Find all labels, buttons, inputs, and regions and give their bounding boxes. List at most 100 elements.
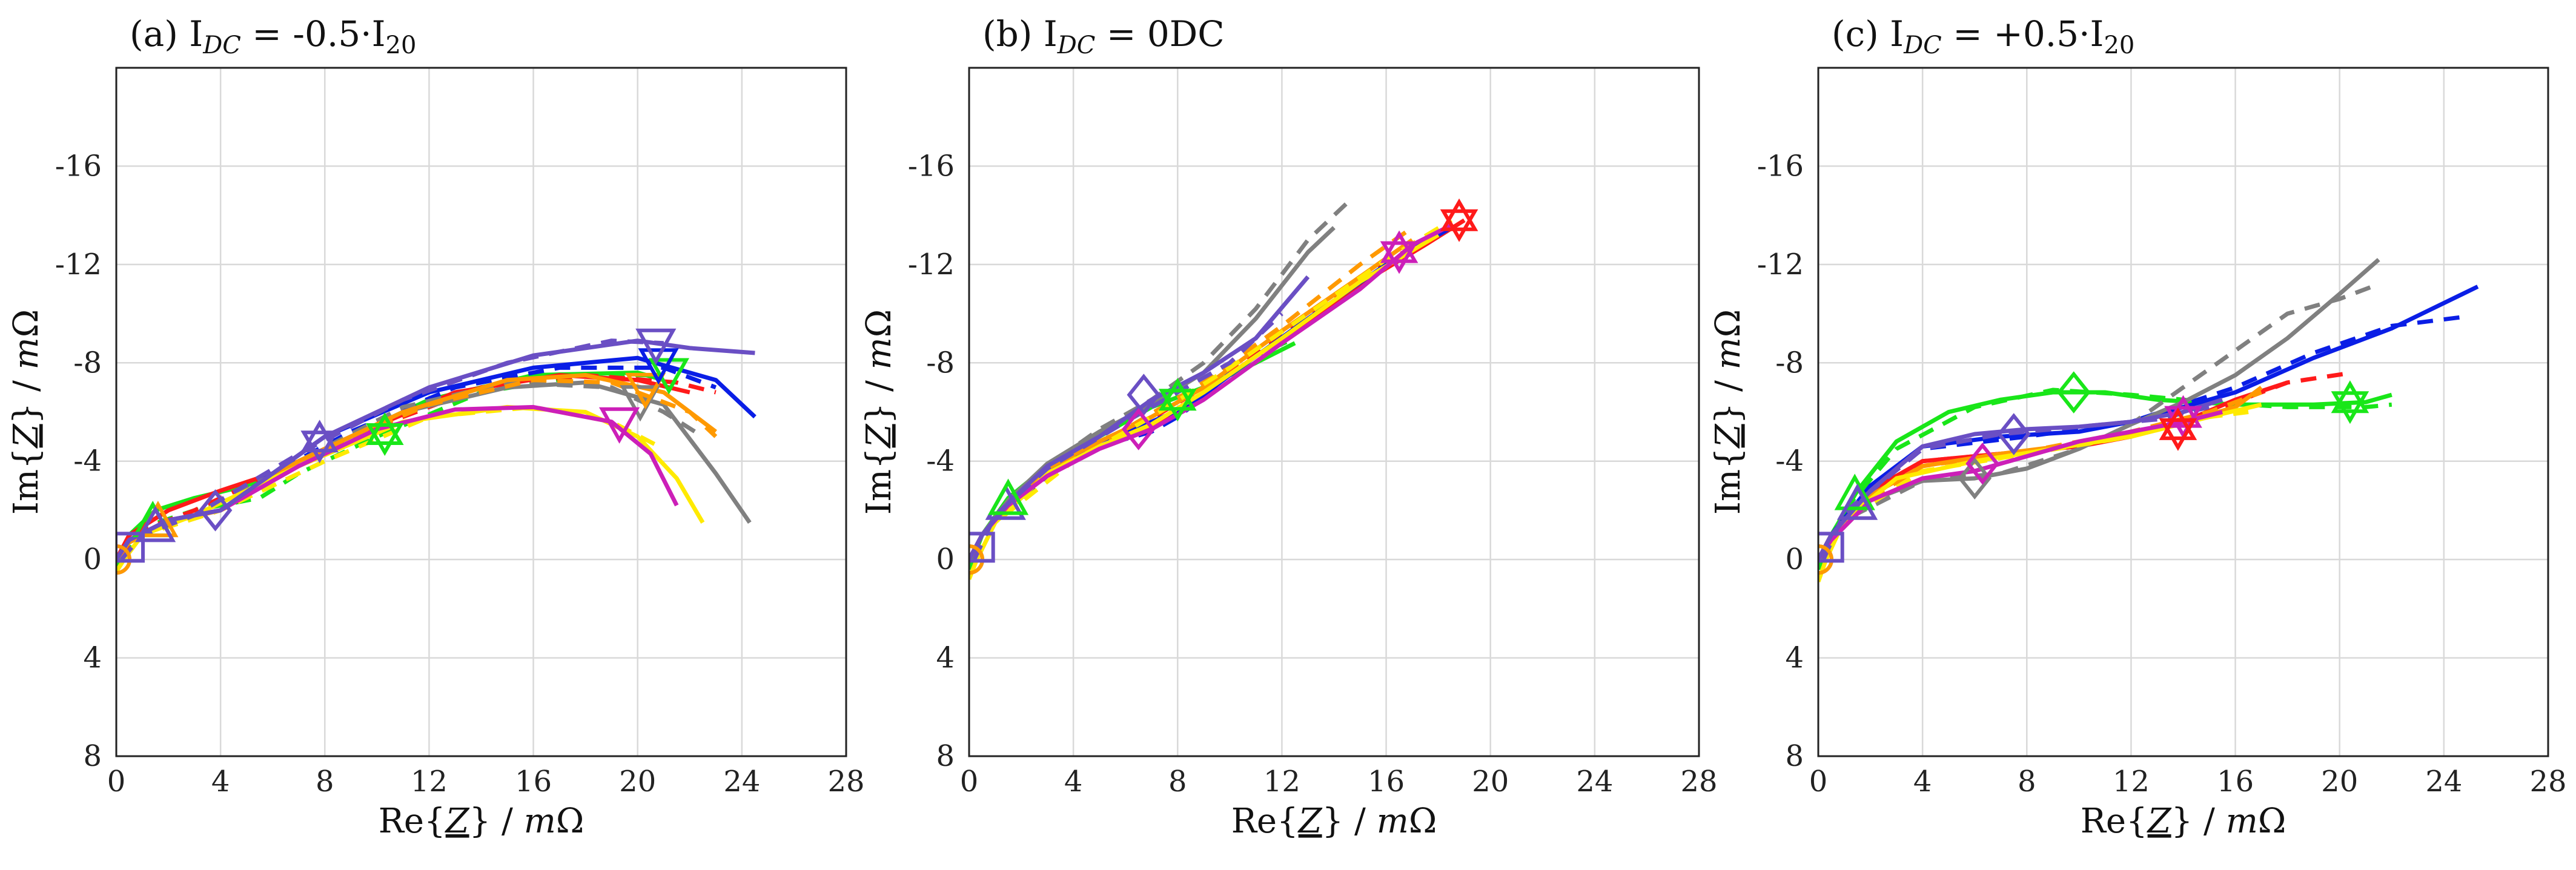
x-tick-label: 20 (619, 765, 656, 799)
y-tick-label: -8 (926, 346, 955, 380)
marker-triangle-up (1834, 473, 1875, 510)
x-tick-label: 4 (1913, 765, 1932, 799)
marker-triangle-up (987, 478, 1029, 515)
series-line-green-dashed (1821, 387, 2392, 561)
marker-diamond (2056, 371, 2091, 414)
series-line-green-solid (116, 371, 664, 573)
series-line-magenta-solid (1818, 410, 2223, 561)
x-tick-label: 0 (107, 765, 126, 799)
marker-square (116, 532, 145, 563)
y-tick-label: -12 (908, 248, 955, 282)
x-tick-label: 16 (1368, 765, 1405, 799)
marker-star (2331, 380, 2369, 424)
marker-diamond (198, 489, 233, 532)
x-axis-label: Re{Z} / mΩ (1231, 802, 1437, 841)
marker-triangle-down (625, 372, 666, 410)
y-tick-label: -4 (73, 444, 102, 478)
plot-frame (968, 67, 1700, 757)
x-tick-label: 0 (960, 765, 979, 799)
y-tick-label: -4 (1775, 444, 1804, 478)
y-tick-label: -16 (908, 149, 955, 183)
y-axis-label: Im{Z} / mΩ (859, 309, 899, 515)
x-tick-label: 20 (1472, 765, 1509, 799)
series-group (1818, 258, 2479, 582)
y-tick-label: 4 (83, 641, 102, 675)
series-line-gray-solid (116, 380, 752, 561)
y-tick-label: -16 (55, 149, 102, 183)
y-tick-label: 0 (936, 542, 955, 576)
series-line-blue-solid (1818, 285, 2479, 561)
x-tick-label: 16 (515, 765, 552, 799)
x-tick-label: 28 (1680, 765, 1717, 799)
x-tick-label: 24 (1576, 765, 1613, 799)
series-line-gray-dashed (1821, 282, 2380, 561)
panel-title: (a) IDC = -0.5·I20 (130, 13, 416, 59)
grid (969, 68, 1699, 756)
plot-frame (115, 67, 847, 757)
series-line-orange-solid (116, 373, 717, 561)
x-tick-label: 8 (1168, 765, 1187, 799)
panel-a: 0 4 8 12 16 20 24 28 -16 -12 -8 -4 0 4 8 (a) IDC = -0.5… (7, 13, 865, 841)
series-line-red-dashed (1821, 371, 2353, 561)
series-line-gray-solid (1818, 258, 2380, 561)
x-tick-label: 12 (411, 765, 448, 799)
panel-title: (c) IDC = +0.5·I20 (1832, 13, 2134, 59)
marker-star (1158, 378, 1197, 422)
y-tick-label: -16 (1757, 149, 1804, 183)
marker-star (2159, 407, 2197, 451)
series-line-yellow-solid (969, 233, 1440, 580)
x-tick-label: 20 (2321, 765, 2358, 799)
x-tick-label: 12 (2113, 765, 2150, 799)
marker-diamond (1958, 457, 1992, 499)
marker-triangle-down (638, 348, 679, 385)
y-axis-label: Im{Z} / mΩ (1709, 309, 1748, 515)
x-tick-label: 0 (1809, 765, 1828, 799)
series-line-purple-dashed (972, 312, 1283, 561)
panel-c: 0 4 8 12 16 20 24 28 -16 -12 -8 -4 0 4 8 (c) IDC = +0.5… (1709, 13, 2567, 841)
marker-diamond (1127, 374, 1161, 416)
y-tick-label: -8 (1775, 346, 1804, 380)
x-axis-label: Re{Z} / mΩ (379, 802, 584, 841)
panel-b: 0 4 8 12 16 20 24 28 -16 -12 -8 -4 0 4 8 (b) IDC = 0DC R… (859, 13, 1718, 841)
y-tick-label: 8 (936, 739, 955, 773)
series-line-green-solid (969, 341, 1296, 570)
y-tick-label: 4 (1785, 641, 1804, 675)
x-axis-label: Re{Z} / mΩ (2081, 802, 2286, 841)
marker-triangle-up (134, 506, 176, 542)
series-line-purple-dashed (119, 338, 664, 561)
series-line-gray-dashed (972, 201, 1349, 561)
x-tick-label: 4 (1064, 765, 1083, 799)
marker-square (1818, 532, 1844, 563)
marker-diamond (1996, 413, 2031, 455)
y-tick-label: -8 (73, 346, 102, 380)
marker-diamond (1965, 442, 1999, 485)
marker-star (1440, 198, 1478, 242)
y-tick-label: 8 (1785, 739, 1804, 773)
series-group (116, 328, 757, 575)
marker-triangle-up (1836, 483, 1878, 520)
x-tick-label: 8 (316, 765, 334, 799)
marker-star (1380, 230, 1419, 274)
marker-star (300, 420, 339, 464)
marker-triangle-down (635, 328, 677, 365)
marker-triangle-down (598, 407, 640, 444)
panel-title: (b) IDC = 0DC (982, 13, 1225, 59)
series-group (969, 198, 1478, 580)
y-tick-label: 0 (1785, 542, 1804, 576)
marker-diamond (1121, 408, 1156, 450)
plot-frame (1817, 67, 2549, 757)
series-line-green-dashed (972, 336, 1296, 561)
y-axis-label: Im{Z} / mΩ (7, 309, 46, 515)
y-tick-label: -12 (55, 248, 102, 282)
x-tick-label: 16 (2217, 765, 2254, 799)
y-tick-label: -12 (1757, 248, 1804, 282)
y-tick-label: -4 (926, 444, 955, 478)
x-tick-label: 28 (827, 765, 864, 799)
x-tick-label: 8 (2018, 765, 2036, 799)
x-tick-label: 12 (1263, 765, 1300, 799)
y-tick-label: 0 (83, 542, 102, 576)
x-tick-label: 24 (723, 765, 760, 799)
x-tick-label: 4 (211, 765, 230, 799)
y-tick-label: 4 (936, 641, 955, 675)
